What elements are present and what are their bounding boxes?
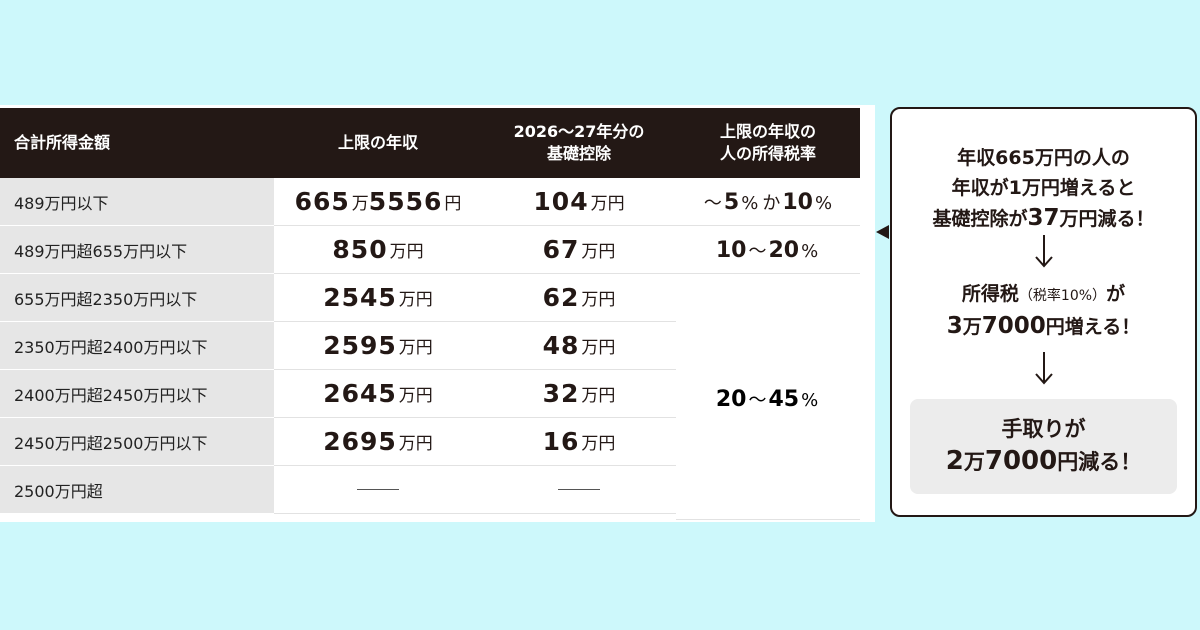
income-cell: 2400万円超2450万円以下 — [0, 370, 274, 418]
header-income-cap: 上限の年収 — [337, 133, 418, 152]
header-deduction: 2026～27年分の 基礎控除 — [513, 122, 645, 163]
table-row: 489万円超655万円以下 850 万円 67 万円 10 ～20% — [0, 226, 860, 274]
cap-cell: 2545 万円 — [274, 274, 482, 322]
header-tax-rate: 上限の年収の 人の所得税率 — [719, 122, 816, 163]
empty-dash — [558, 489, 600, 490]
deduction-cell: 32 万円 — [482, 370, 676, 418]
table-row: 2450万円超2500万円以下 2695 万円 16 万円 — [0, 418, 860, 466]
cap-cell: 2695 万円 — [274, 418, 482, 466]
down-arrow-icon — [1034, 235, 1053, 268]
cap-cell: 2645 万円 — [274, 370, 482, 418]
table-row: 655万円超2350万円以下 2545 万円 62 万円 — [0, 274, 860, 322]
table-row: 2400万円超2450万円以下 2645 万円 32 万円 — [0, 370, 860, 418]
deduction-cell: 67 万円 — [482, 226, 676, 274]
table-row: 2500万円超 — [0, 466, 860, 514]
table-row: 2350万円超2400万円以下 2595 万円 48 万円 — [0, 322, 860, 370]
table-row: 489万円以下 665 万 5556 円 104 万円 ～5% か10% — [0, 178, 860, 226]
cap-cell — [274, 466, 482, 514]
cap-cell: 2595 万円 — [274, 322, 482, 370]
income-cell: 2350万円超2400万円以下 — [0, 322, 274, 370]
callout-text-1: 年収665万円の人の 年収が1万円増えると 基礎控除が37万円減る！ — [932, 147, 1155, 231]
deduction-table: 合計所得金額 上限の年収 2026～27年分の 基礎控除 上限の年収の 人の所得… — [0, 108, 860, 514]
deduction-cell: 48 万円 — [482, 322, 676, 370]
callout-pointer — [876, 225, 889, 239]
merged-rate-cell: 20 ～45% — [676, 279, 860, 520]
explanation-callout: 年収665万円の人の 年収が1万円増えると 基礎控除が37万円減る！ 所得税（税… — [890, 107, 1197, 517]
cap-cell: 665 万 5556 円 — [274, 178, 482, 226]
deduction-cell: 62 万円 — [482, 274, 676, 322]
rate-cell: ～5% か10% — [676, 178, 860, 226]
income-cell: 489万円超655万円以下 — [0, 226, 274, 274]
cap-cell: 850 万円 — [274, 226, 482, 274]
rate-cell: 10 ～20% — [676, 226, 860, 274]
deduction-cell: 104 万円 — [482, 178, 676, 226]
callout-text-2: 所得税（税率10%）が 3万7000円増える！ — [946, 283, 1141, 339]
table-header: 合計所得金額 上限の年収 2026～27年分の 基礎控除 上限の年収の 人の所得… — [0, 108, 860, 178]
empty-dash — [357, 489, 399, 490]
income-cell: 2500万円超 — [0, 466, 274, 514]
result-box: 手取りが 2万7000円減る！ — [910, 399, 1177, 494]
deduction-cell: 16 万円 — [482, 418, 676, 466]
deduction-cell — [482, 466, 676, 514]
income-cell: 2450万円超2500万円以下 — [0, 418, 274, 466]
income-cell: 655万円超2350万円以下 — [0, 274, 274, 322]
down-arrow-icon — [1034, 352, 1053, 385]
income-cell: 489万円以下 — [0, 178, 274, 226]
header-income: 合計所得金額 — [14, 133, 111, 152]
